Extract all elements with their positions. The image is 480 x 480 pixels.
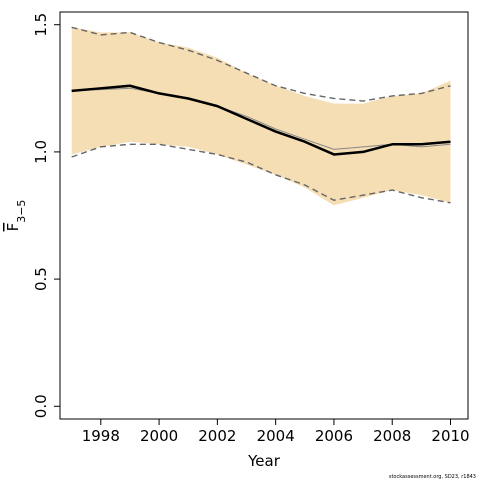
confidence-band <box>71 27 451 206</box>
y-axis-title-subscript: 3−5 <box>15 200 28 223</box>
series-layer <box>71 26 451 204</box>
y-axis-title: F3−5 <box>4 200 28 232</box>
series-line-retro-upper <box>71 26 451 102</box>
y-tick-label: 0.0 <box>32 394 50 418</box>
x-tick-label: 2002 <box>198 427 236 445</box>
svg-text:F3−5: F3−5 <box>4 200 28 232</box>
y-axis: 0.0 0.5 1.0 1.5 <box>32 13 60 418</box>
series-line-estimate <box>71 84 451 156</box>
series-line-retro-lower <box>71 143 451 204</box>
x-tick-label: 1998 <box>82 427 120 445</box>
x-tick-label: 2008 <box>373 427 411 445</box>
x-tick-label: 2004 <box>257 427 295 445</box>
x-tick-label: 2010 <box>431 427 469 445</box>
y-tick-label: 1.0 <box>32 140 50 164</box>
x-tick-label: 2006 <box>315 427 353 445</box>
y-axis-title-base: F <box>4 223 22 232</box>
x-axis-title: Year <box>247 452 281 470</box>
x-axis: 1998 2000 2002 2004 2006 2008 2010 <box>82 419 470 445</box>
y-tick-label: 1.5 <box>32 13 50 37</box>
y-tick-label: 0.5 <box>32 267 50 291</box>
confidence-band-layer <box>71 27 451 206</box>
x-tick-label: 2000 <box>140 427 178 445</box>
credit-text: stockassessment.org, SD23, r1843 <box>389 474 476 480</box>
plot-frame <box>59 11 469 420</box>
